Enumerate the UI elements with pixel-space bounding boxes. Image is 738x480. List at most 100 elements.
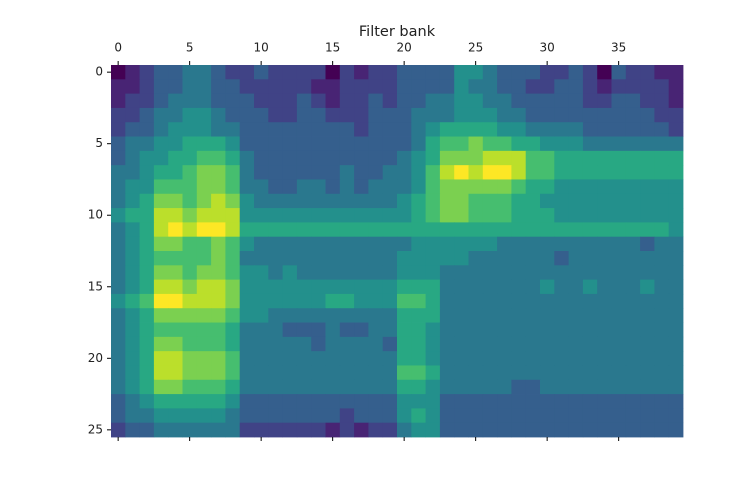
- heatmap-cell: [439, 122, 455, 137]
- heatmap-cell: [454, 179, 469, 195]
- heatmap-cell: [254, 265, 269, 281]
- heatmap-cell: [540, 379, 555, 395]
- heatmap-cell: [668, 336, 684, 352]
- heatmap-cell: [640, 251, 655, 266]
- heatmap-cell: [554, 236, 569, 252]
- heatmap-cell: [497, 208, 512, 223]
- heatmap-cell: [668, 222, 684, 238]
- heatmap-cell: [196, 65, 212, 80]
- heatmap-cell: [582, 222, 598, 238]
- heatmap-cell: [411, 93, 426, 109]
- heatmap-cell: [339, 65, 355, 80]
- heatmap-cell: [525, 308, 541, 323]
- heatmap-cell: [511, 308, 527, 323]
- x-tick-label: 5: [186, 41, 194, 55]
- heatmap-cell: [354, 107, 369, 123]
- heatmap-cell: [625, 351, 641, 366]
- heatmap-cell: [582, 136, 598, 152]
- heatmap-cell: [611, 308, 627, 323]
- heatmap-cell: [268, 222, 283, 238]
- heatmap-cell: [282, 65, 298, 80]
- heatmap-cell: [597, 251, 612, 266]
- heatmap-cell: [354, 322, 369, 338]
- heatmap-cell: [397, 165, 412, 180]
- heatmap-cell: [582, 293, 598, 309]
- heatmap-cell: [640, 279, 655, 295]
- heatmap-cell: [425, 379, 441, 395]
- heatmap-cell: [139, 422, 155, 438]
- heatmap-cell: [397, 336, 412, 352]
- heatmap-cell: [311, 279, 326, 295]
- heatmap-cell: [439, 65, 455, 80]
- heatmap-cell: [454, 365, 469, 381]
- x-tick-label: 0: [114, 41, 122, 55]
- heatmap-cell: [354, 179, 369, 195]
- heatmap-cell: [196, 265, 212, 281]
- heatmap-cell: [125, 136, 140, 152]
- heatmap-cell: [611, 379, 627, 395]
- heatmap-cell: [139, 222, 155, 238]
- heatmap-cell: [640, 379, 655, 395]
- heatmap-cell: [425, 136, 441, 152]
- heatmap-cell: [597, 208, 612, 223]
- heatmap-cell: [382, 107, 398, 123]
- heatmap-cell: [139, 394, 155, 409]
- heatmap-cell: [568, 308, 584, 323]
- heatmap-cell: [468, 65, 484, 80]
- heatmap-cell: [296, 308, 312, 323]
- heatmap-cell: [511, 179, 527, 195]
- heatmap-cell: [139, 165, 155, 180]
- heatmap-cell: [611, 107, 627, 123]
- heatmap-cell: [125, 122, 140, 137]
- heatmap-cell: [425, 265, 441, 281]
- heatmap-cell: [153, 251, 169, 266]
- heatmap-cell: [482, 179, 498, 195]
- heatmap-cell: [211, 122, 226, 137]
- heatmap-cell: [139, 251, 155, 266]
- heatmap-cell: [125, 322, 140, 338]
- heatmap-cell: [554, 265, 569, 281]
- heatmap-cell: [611, 293, 627, 309]
- x-tick-label: 10: [254, 41, 269, 55]
- heatmap-cell: [196, 322, 212, 338]
- heatmap-cell: [554, 351, 569, 366]
- heatmap-cell: [354, 308, 369, 323]
- heatmap-cell: [225, 150, 241, 166]
- heatmap-cell: [497, 150, 512, 166]
- heatmap-cell: [182, 379, 198, 395]
- heatmap-cell: [368, 265, 384, 281]
- heatmap-cell: [211, 279, 226, 295]
- heatmap-cell: [111, 265, 126, 281]
- heatmap-cell: [525, 179, 541, 195]
- heatmap-cell: [153, 408, 169, 424]
- heatmap-cell: [296, 107, 312, 123]
- heatmap-cell: [497, 365, 512, 381]
- heatmap-cell: [382, 251, 398, 266]
- heatmap-cell: [668, 179, 684, 195]
- heatmap-cell: [468, 408, 484, 424]
- heatmap-cell: [482, 208, 498, 223]
- heatmap-cell: [354, 208, 369, 223]
- heatmap-cell: [225, 107, 241, 123]
- heatmap-cell: [497, 308, 512, 323]
- heatmap-cell: [211, 308, 226, 323]
- heatmap-cell: [339, 222, 355, 238]
- heatmap-cell: [425, 93, 441, 109]
- heatmap-cell: [482, 336, 498, 352]
- heatmap-cell: [511, 236, 527, 252]
- heatmap-cell: [511, 222, 527, 238]
- heatmap-cell: [511, 122, 527, 137]
- heatmap-cell: [311, 179, 326, 195]
- heatmap-cell: [668, 265, 684, 281]
- heatmap-cell: [611, 222, 627, 238]
- heatmap-cell: [254, 79, 269, 95]
- heatmap-cell: [625, 365, 641, 381]
- heatmap-cell: [439, 179, 455, 195]
- heatmap-cell: [397, 422, 412, 438]
- heatmap-cell: [225, 136, 241, 152]
- heatmap-cell: [525, 408, 541, 424]
- heatmap-cell: [196, 293, 212, 309]
- heatmap-cell: [153, 179, 169, 195]
- heatmap-cell: [354, 365, 369, 381]
- heatmap-cell: [411, 107, 426, 123]
